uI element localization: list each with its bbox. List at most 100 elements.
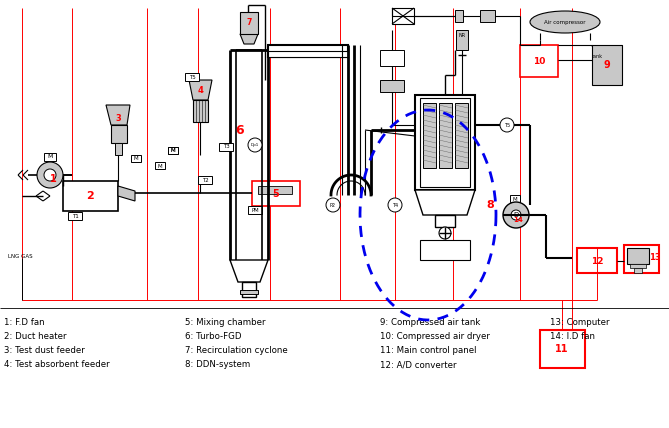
Text: 14: I.D fan: 14: I.D fan (550, 332, 595, 341)
Text: M: M (47, 155, 53, 160)
Text: 7: Recirculation cyclone: 7: Recirculation cyclone (185, 346, 288, 355)
Bar (242, 282, 256, 297)
Text: 10: 10 (533, 56, 545, 65)
Text: NR: NR (458, 33, 466, 38)
Text: tank: tank (591, 54, 603, 59)
Text: 12: 12 (591, 256, 603, 265)
Text: M: M (512, 196, 517, 202)
Polygon shape (118, 186, 135, 201)
Text: 9: 9 (603, 60, 610, 70)
Bar (185, 73, 199, 81)
Bar (510, 195, 520, 202)
Text: 4: Test absorbent feeder: 4: Test absorbent feeder (4, 360, 110, 369)
Bar (168, 147, 178, 154)
Bar (435, 215, 455, 227)
Polygon shape (415, 190, 475, 215)
Text: PM: PM (251, 208, 259, 212)
Bar (219, 143, 233, 151)
Bar (248, 206, 262, 214)
Text: T1: T1 (72, 214, 78, 219)
Bar (240, 290, 258, 294)
Bar (630, 264, 646, 268)
Polygon shape (106, 105, 130, 125)
Text: M: M (158, 163, 163, 169)
Bar (627, 248, 649, 264)
Bar (63, 181, 118, 211)
Text: 3: Test dust feeder: 3: Test dust feeder (4, 346, 85, 355)
Text: P2: P2 (330, 202, 336, 208)
Text: 9: Compressed air tank: 9: Compressed air tank (380, 318, 480, 327)
Text: 7: 7 (246, 18, 252, 27)
Bar (592, 45, 622, 85)
Circle shape (37, 162, 63, 188)
Circle shape (439, 227, 451, 239)
Bar (115, 143, 122, 155)
Text: M: M (134, 157, 138, 161)
Circle shape (503, 202, 529, 228)
Text: 11: Main control panel: 11: Main control panel (380, 346, 476, 355)
Text: T5: T5 (189, 74, 195, 80)
Bar (268, 51, 348, 57)
Text: 12: A/D converter: 12: A/D converter (380, 360, 456, 369)
Bar (480, 10, 495, 22)
Text: 5: 5 (273, 189, 280, 199)
Circle shape (326, 198, 340, 212)
Circle shape (44, 169, 56, 181)
Bar (415, 95, 475, 190)
Circle shape (388, 198, 402, 212)
Bar (423, 103, 436, 168)
Text: 13: 13 (649, 253, 661, 262)
Text: 3: 3 (115, 113, 121, 122)
Bar (634, 268, 642, 273)
Bar (624, 245, 659, 273)
Bar (456, 30, 468, 50)
Text: 4: 4 (197, 86, 203, 95)
Text: D: D (513, 212, 518, 218)
Text: T2: T2 (201, 178, 208, 182)
Text: 2: Duct heater: 2: Duct heater (4, 332, 66, 341)
Bar (268, 45, 348, 57)
Bar (168, 147, 178, 154)
Bar (392, 8, 414, 24)
Text: 8: DDN-system: 8: DDN-system (185, 360, 250, 369)
Text: T3: T3 (223, 145, 229, 149)
Bar (455, 10, 463, 22)
Bar (420, 240, 470, 260)
Circle shape (248, 138, 262, 152)
Text: M: M (171, 149, 175, 154)
Text: 10: Compressed air dryer: 10: Compressed air dryer (380, 332, 490, 341)
Bar (131, 155, 141, 162)
Circle shape (500, 118, 514, 132)
Text: 11: 11 (555, 344, 569, 354)
Bar (439, 103, 452, 168)
Text: Air compressor: Air compressor (545, 20, 586, 24)
Text: 5: Mixing chamber: 5: Mixing chamber (185, 318, 266, 327)
Text: 1: F.D fan: 1: F.D fan (4, 318, 45, 327)
Bar (577, 248, 617, 273)
Text: LNG GAS: LNG GAS (8, 253, 33, 259)
Text: 13: Computer: 13: Computer (550, 318, 609, 327)
Bar (520, 45, 558, 77)
Text: 1: 1 (50, 174, 56, 184)
Polygon shape (240, 34, 258, 44)
Circle shape (511, 210, 521, 220)
Text: T4: T4 (392, 202, 398, 208)
Ellipse shape (530, 11, 600, 33)
Bar (240, 12, 258, 34)
Polygon shape (189, 80, 212, 100)
Bar (44, 153, 56, 161)
Bar (380, 50, 404, 66)
Bar (252, 181, 300, 206)
Bar (258, 186, 292, 194)
Bar (193, 100, 208, 122)
Bar (455, 103, 468, 168)
Bar (111, 125, 127, 143)
Text: 2: 2 (86, 191, 94, 201)
Bar (155, 162, 165, 169)
Text: 8: 8 (486, 200, 494, 210)
Text: 6: Turbo-FGD: 6: Turbo-FGD (185, 332, 242, 341)
Text: Dp1: Dp1 (251, 143, 259, 147)
Text: 14: 14 (513, 217, 523, 223)
Bar (68, 212, 82, 220)
Bar (420, 98, 470, 187)
